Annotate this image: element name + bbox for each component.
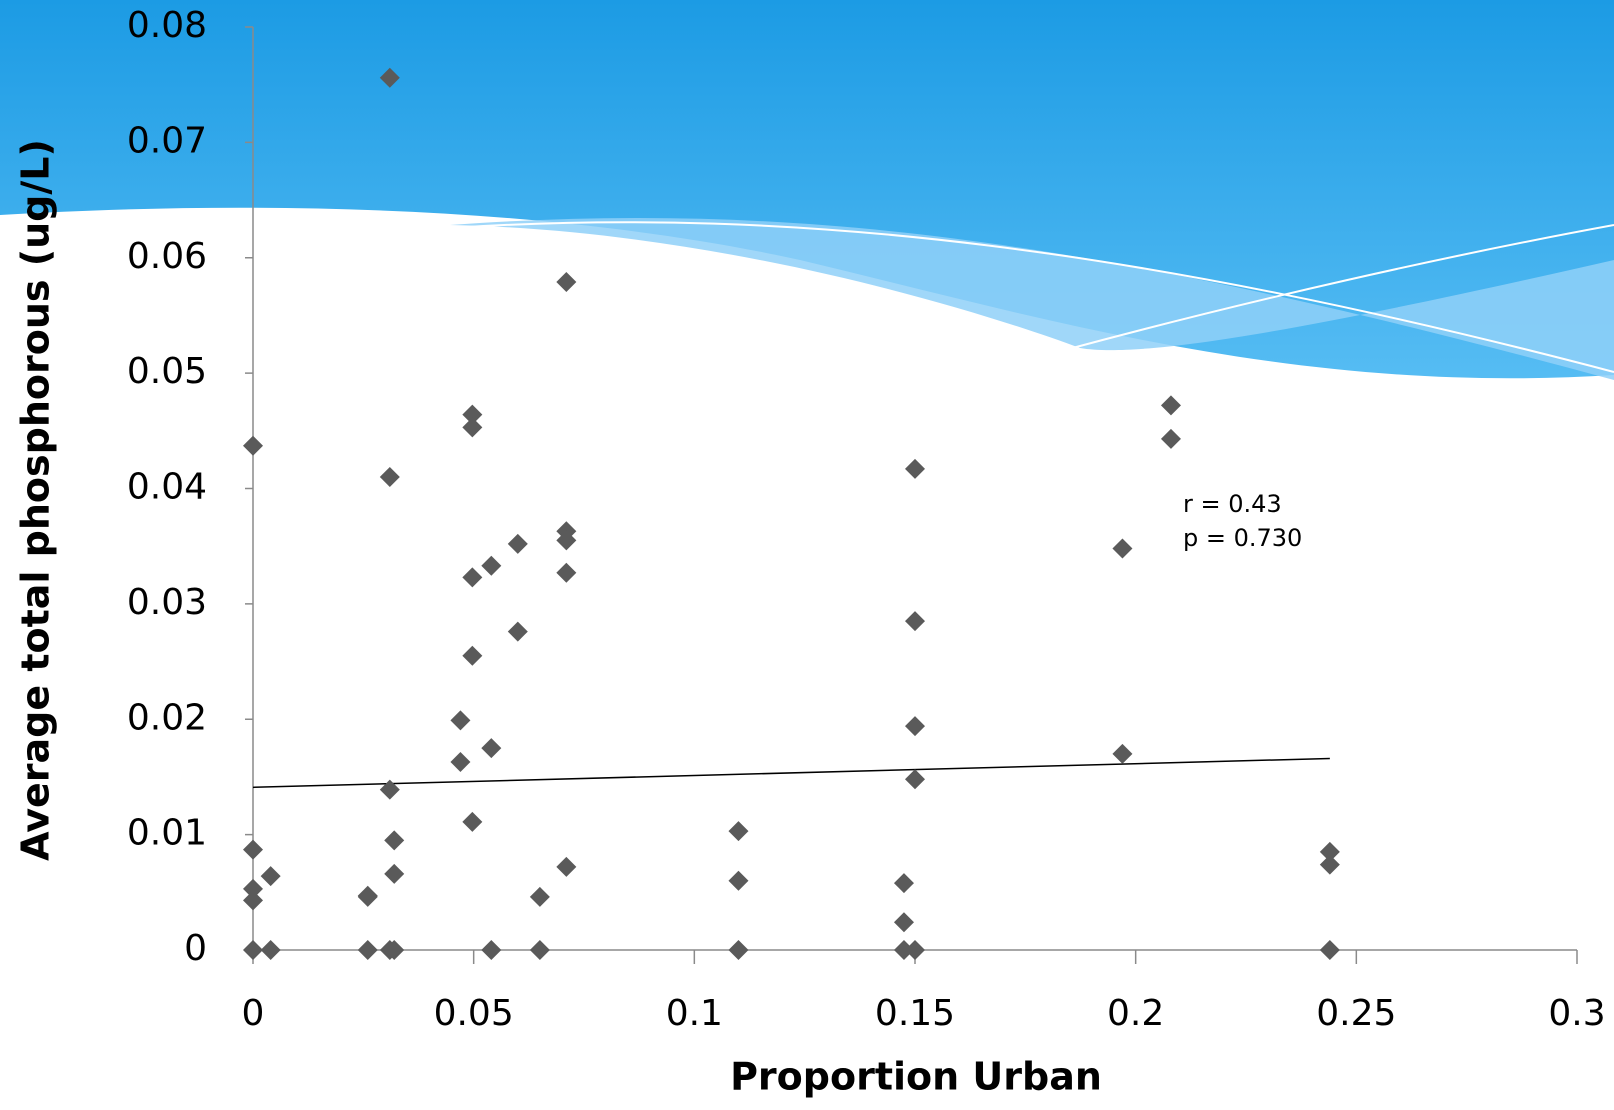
- data-point: [893, 912, 914, 933]
- data-point: [379, 67, 400, 88]
- y-axis-title: Average total phosphorous (ug/L): [14, 139, 58, 861]
- y-tick-label: 0.04: [127, 467, 207, 508]
- data-point: [462, 645, 483, 666]
- y-tick-label: 0.02: [127, 697, 207, 738]
- data-point: [905, 769, 925, 790]
- data-point: [1112, 743, 1133, 764]
- data-point: [556, 562, 577, 583]
- data-point: [384, 940, 405, 960]
- data-point: [507, 533, 528, 554]
- x-tick-label: 0.25: [1316, 993, 1396, 1034]
- data-point: [450, 751, 471, 772]
- data-point: [893, 940, 914, 960]
- y-tick-label: 0.07: [127, 120, 207, 161]
- data-point: [462, 417, 483, 438]
- data-point: [384, 863, 405, 884]
- data-point: [905, 611, 925, 632]
- data-point: [529, 886, 550, 907]
- data-point: [357, 940, 378, 960]
- data-point: [384, 830, 405, 851]
- y-tick-label: 0: [184, 928, 207, 969]
- data-point: [243, 940, 263, 960]
- data-point: [243, 890, 263, 911]
- x-tick-label: 0.2: [1107, 993, 1164, 1034]
- y-tick-label: 0.08: [127, 5, 207, 46]
- data-point: [260, 866, 281, 887]
- data-point: [1319, 841, 1340, 862]
- data-point: [507, 621, 528, 642]
- data-point: [450, 710, 471, 731]
- x-tick-label: 0.1: [666, 993, 723, 1034]
- data-point: [905, 716, 925, 737]
- annotation: p = 0.730: [1183, 524, 1302, 552]
- annotation: r = 0.43: [1183, 490, 1282, 518]
- data-point: [728, 821, 749, 842]
- x-tick-label: 0.05: [434, 993, 514, 1034]
- data-point: [1112, 538, 1133, 559]
- data-point: [481, 738, 502, 759]
- data-point: [556, 856, 577, 877]
- x-tick-label: 0.3: [1548, 993, 1605, 1034]
- data-point: [556, 271, 577, 292]
- x-tick-label: 0: [242, 993, 265, 1034]
- data-point: [260, 940, 281, 960]
- data-point: [357, 886, 378, 907]
- data-point: [556, 530, 577, 551]
- data-point: [728, 940, 749, 960]
- data-point: [1160, 428, 1181, 449]
- data-point: [243, 435, 263, 456]
- y-tick-label: 0.05: [127, 351, 207, 392]
- data-point: [462, 811, 483, 832]
- x-tick-label: 0.15: [875, 993, 955, 1034]
- data-point: [481, 940, 502, 960]
- x-axis-title: Proportion Urban: [730, 1055, 1102, 1099]
- data-point: [905, 458, 925, 479]
- data-point: [529, 940, 550, 960]
- data-point: [379, 466, 400, 487]
- data-point: [1319, 940, 1340, 960]
- data-point: [243, 839, 263, 860]
- data-point: [728, 870, 749, 891]
- data-point: [893, 873, 914, 894]
- data-point: [905, 940, 925, 960]
- data-point: [1319, 854, 1340, 875]
- y-tick-label: 0.01: [127, 813, 207, 854]
- trend-line: [252, 757, 1330, 789]
- data-point: [243, 878, 263, 899]
- data-point: [462, 567, 483, 588]
- data-point: [481, 555, 502, 576]
- data-point: [379, 779, 400, 800]
- y-tick-label: 0.06: [127, 236, 207, 277]
- data-point: [462, 404, 483, 425]
- data-point: [1160, 395, 1181, 416]
- y-tick-label: 0.03: [127, 582, 207, 623]
